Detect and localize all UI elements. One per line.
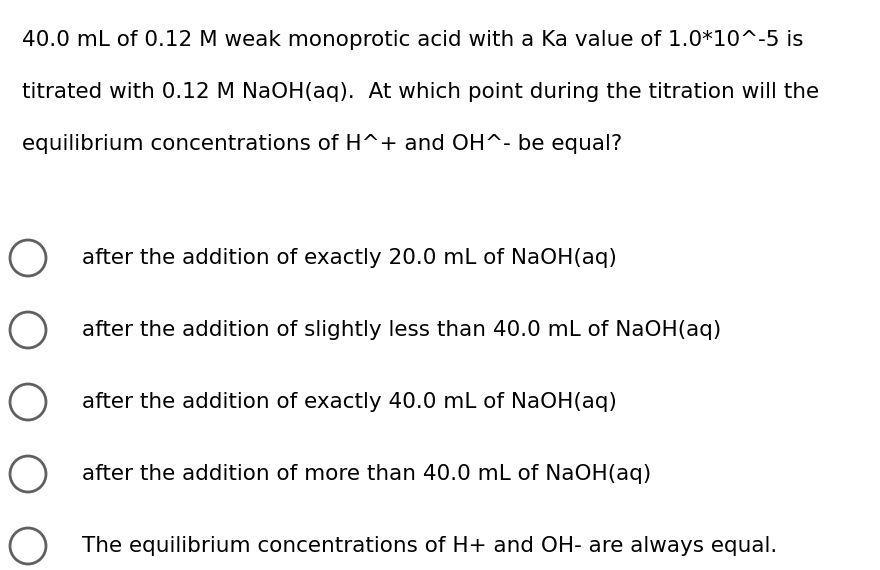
Text: after the addition of exactly 40.0 mL of NaOH(aq): after the addition of exactly 40.0 mL of… <box>82 392 617 412</box>
Text: after the addition of exactly 20.0 mL of NaOH(aq): after the addition of exactly 20.0 mL of… <box>82 248 617 268</box>
Text: 40.0 mL of 0.12 M weak monoprotic acid with a Ka value of 1.0*10^-5 is: 40.0 mL of 0.12 M weak monoprotic acid w… <box>22 30 803 50</box>
Text: after the addition of more than 40.0 mL of NaOH(aq): after the addition of more than 40.0 mL … <box>82 464 651 484</box>
Text: The equilibrium concentrations of H+ and OH- are always equal.: The equilibrium concentrations of H+ and… <box>82 536 777 556</box>
Text: after the addition of slightly less than 40.0 mL of NaOH(aq): after the addition of slightly less than… <box>82 320 722 340</box>
Text: titrated with 0.12 M NaOH(aq).  At which point during the titration will the: titrated with 0.12 M NaOH(aq). At which … <box>22 82 819 102</box>
Text: equilibrium concentrations of H^+ and OH^- be equal?: equilibrium concentrations of H^+ and OH… <box>22 134 622 154</box>
